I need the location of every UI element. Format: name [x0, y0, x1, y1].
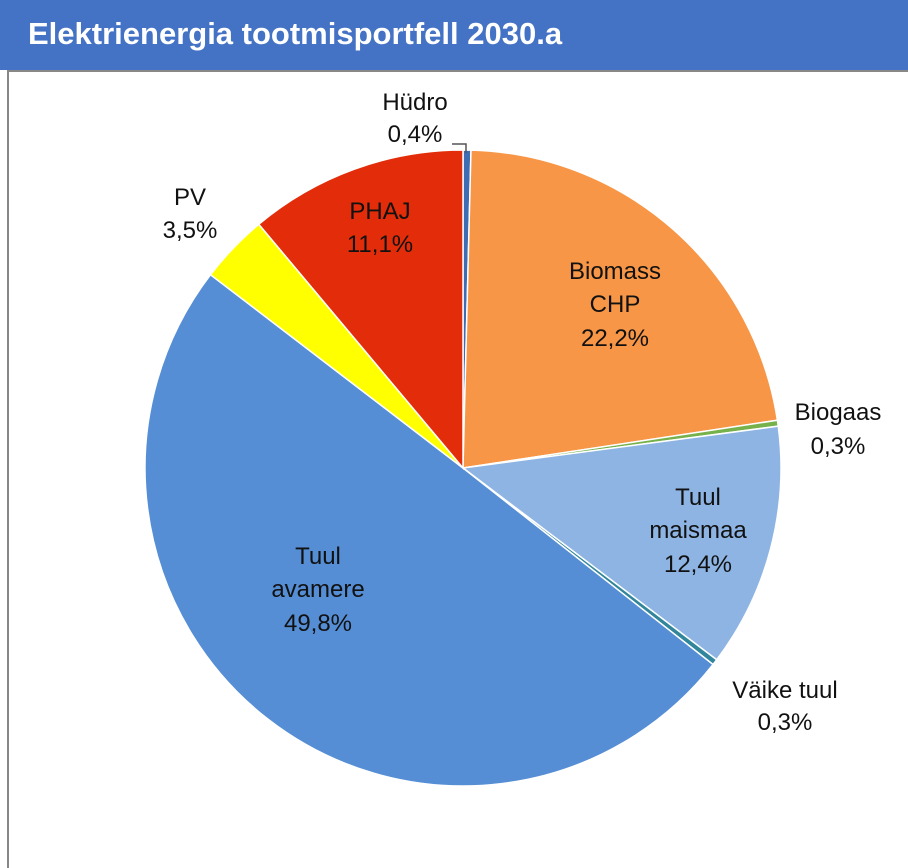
pie-slice: [257, 149, 464, 471]
slice-label: Väike tuul: [732, 677, 838, 704]
value-label: 12,4%: [663, 551, 733, 578]
header: Elektrienergia tootmisportfell 2030.a: [0, 0, 908, 70]
chart-title: Elektrienergia tootmisportfell 2030.a: [28, 16, 563, 51]
value-label: 22,2%: [580, 325, 650, 352]
pie-slice: [462, 149, 779, 469]
pie-slice: [461, 425, 782, 661]
leader-line: [452, 143, 467, 153]
slice-label: Tuul maismaa: [649, 484, 747, 544]
slice-label: Tuul avamere: [271, 543, 365, 603]
value-label: 0,3%: [810, 433, 866, 460]
slice-label: Biomass CHP: [568, 258, 662, 318]
pie-slice: [144, 273, 715, 787]
value-label: 0,4%: [387, 121, 443, 148]
value-label: 3,5%: [162, 217, 218, 244]
value-label: 49,8%: [283, 610, 353, 637]
value-label: 0,3%: [757, 709, 813, 736]
slice-label: Biogaas: [794, 399, 882, 426]
slice-label: PHAJ: [349, 198, 411, 225]
value-label: 11,1%: [346, 231, 414, 258]
frame: [7, 70, 908, 868]
slice-label: Hüdro: [382, 89, 448, 116]
slice-label: PV: [173, 184, 206, 211]
